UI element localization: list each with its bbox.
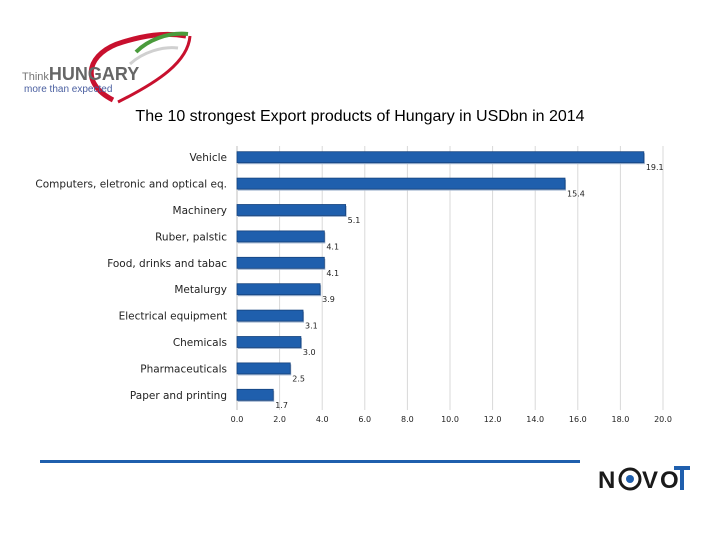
x-tick-label: 4.0 (316, 415, 329, 424)
bar (236, 204, 347, 216)
bar (236, 362, 291, 375)
value-label: 3.1 (305, 322, 318, 331)
novo-t-stem (680, 466, 684, 490)
value-label: 15.4 (567, 190, 585, 199)
category-label: Paper and printing (130, 390, 227, 402)
value-label: 4.1 (326, 269, 339, 278)
logo-think-text: Think (22, 71, 49, 83)
novo-letter-n: N (598, 467, 615, 492)
x-tick-label: 16.0 (569, 415, 587, 424)
category-label: Machinery (173, 205, 227, 217)
x-tick-label: 14.0 (526, 415, 544, 424)
footer-divider (40, 460, 580, 463)
novo-letter-v: V (642, 467, 658, 492)
category-label: Chemicals (173, 337, 227, 349)
bar (236, 256, 325, 269)
bar (236, 309, 304, 322)
category-label: Electrical equipment (119, 311, 227, 323)
value-label: 3.0 (303, 348, 316, 357)
logo-hungary-text: HUNGARY (48, 64, 140, 84)
bar (236, 336, 302, 348)
value-label: 2.5 (292, 374, 305, 383)
novo-letter-o: O (660, 467, 679, 492)
novo-t-bar (674, 466, 690, 470)
category-label: Pharmaceuticals (140, 363, 227, 375)
bar (236, 230, 325, 243)
x-tick-label: 20.0 (654, 415, 672, 424)
bar (236, 283, 321, 296)
x-tick-label: 18.0 (611, 415, 629, 424)
eye-icon (618, 467, 642, 491)
x-tick-label: 12.0 (484, 415, 502, 424)
eye-pupil-icon (626, 475, 634, 483)
x-tick-label: 2.0 (273, 415, 286, 424)
value-label: 1.7 (275, 401, 288, 410)
heart-ribbon-icon (88, 31, 192, 104)
x-tick-label: 10.0 (441, 415, 459, 424)
value-label: 19.1 (646, 163, 664, 172)
value-label: 5.1 (348, 216, 361, 225)
category-label: Metalurgy (174, 284, 227, 296)
x-tick-label: 8.0 (401, 415, 414, 424)
think-hungary-logo: ThinkHUNGARY more than expected (18, 22, 208, 112)
category-label: Computers, eletronic and optical eq. (35, 179, 227, 191)
bar (236, 151, 645, 164)
logo-tagline: more than expected (24, 84, 113, 95)
bar (236, 177, 566, 190)
category-label: Ruber, palstic (155, 231, 227, 243)
category-label: Food, drinks and tabac (107, 258, 227, 270)
value-label: 4.1 (326, 242, 339, 251)
x-tick-label: 6.0 (358, 415, 371, 424)
value-label: 3.9 (322, 295, 335, 304)
chart-title: The 10 strongest Export products of Hung… (135, 108, 585, 125)
bar (236, 388, 274, 401)
novo-logo: N V O (596, 464, 692, 494)
x-tick-label: 0.0 (231, 415, 244, 424)
category-label: Vehicle (189, 152, 227, 164)
